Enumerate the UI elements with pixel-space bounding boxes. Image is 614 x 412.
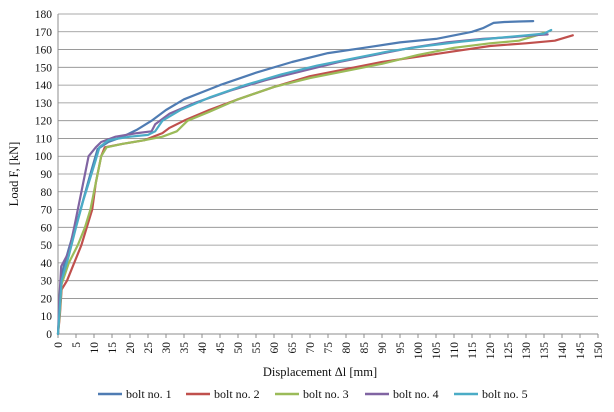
- y-tick-label: 130: [35, 98, 53, 110]
- y-tick-label: 30: [41, 276, 53, 288]
- x-tick-label: 15: [107, 342, 119, 354]
- series-line-2: [56, 34, 574, 336]
- y-tick-label: 180: [35, 9, 53, 21]
- y-tick-label: 50: [41, 240, 53, 252]
- x-tick-label: 150: [593, 342, 605, 360]
- x-tick-label: 80: [341, 342, 353, 354]
- x-tick-label: 45: [215, 342, 227, 354]
- legend-label-4: bolt no. 4: [393, 387, 439, 401]
- x-tick-label: 130: [521, 342, 533, 360]
- x-tick-label: 40: [197, 342, 209, 354]
- y-tick-label: 20: [41, 293, 53, 305]
- x-tick-label: 145: [575, 342, 587, 360]
- x-tick-label: 75: [323, 342, 335, 354]
- y-tick-label: 90: [41, 169, 53, 181]
- y-tick-label: 170: [35, 27, 53, 39]
- x-tick-label: 0: [53, 342, 65, 348]
- y-tick-label: 80: [41, 187, 53, 199]
- series-line-5: [56, 28, 553, 336]
- x-tick-label: 100: [413, 342, 425, 360]
- x-axis-title: Displacement Δl [mm]: [263, 365, 377, 379]
- series-line-3: [56, 31, 546, 336]
- gridlines: [58, 13, 598, 335]
- x-tick-label: 10: [89, 342, 101, 354]
- y-tick-label: 160: [35, 45, 53, 57]
- y-tick-label: 100: [35, 151, 53, 163]
- x-tick-label: 60: [269, 342, 281, 354]
- x-tick-label: 115: [467, 342, 479, 359]
- y-tick-label: 40: [41, 258, 53, 270]
- axes: 0102030405060708090100110120130140150160…: [35, 9, 605, 359]
- x-tick-label: 55: [251, 342, 263, 354]
- x-tick-label: 85: [359, 342, 371, 354]
- x-tick-label: 110: [449, 342, 461, 359]
- x-tick-label: 35: [179, 342, 191, 354]
- x-tick-label: 70: [305, 342, 317, 354]
- x-tick-label: 5: [71, 342, 83, 348]
- x-tick-label: 120: [485, 342, 497, 360]
- legend: bolt no. 1 bolt no. 2 bolt no. 3 bolt no. 4…: [98, 387, 528, 401]
- x-tick-label: 50: [233, 342, 245, 354]
- x-tick-label: 95: [395, 342, 407, 354]
- x-tick-label: 30: [161, 342, 173, 354]
- x-tick-label: 65: [287, 342, 299, 354]
- x-tick-label: 25: [143, 342, 155, 354]
- y-tick-label: 60: [41, 222, 53, 234]
- y-tick-label: 120: [35, 116, 53, 128]
- series-line-1: [56, 20, 535, 336]
- legend-label-3: bolt no. 3: [303, 387, 349, 401]
- y-axis-title: Load F, [kN]: [7, 142, 21, 207]
- x-tick-label: 140: [557, 342, 569, 360]
- y-tick-label: 110: [35, 133, 52, 145]
- y-tick-label: 140: [35, 80, 53, 92]
- legend-label-1: bolt no. 1: [126, 387, 172, 401]
- y-tick-label: 0: [46, 329, 52, 341]
- y-tick-label: 150: [35, 62, 53, 74]
- x-tick-label: 105: [431, 342, 443, 360]
- x-tick-label: 135: [539, 342, 551, 360]
- legend-label-2: bolt no. 2: [214, 387, 260, 401]
- x-tick-label: 125: [503, 342, 515, 360]
- legend-label-5: bolt no. 5: [482, 387, 528, 401]
- x-tick-label: 20: [125, 342, 137, 354]
- series-lines: [56, 20, 574, 336]
- y-tick-label: 10: [41, 311, 53, 323]
- y-tick-label: 70: [41, 205, 53, 217]
- x-tick-label: 90: [377, 342, 389, 354]
